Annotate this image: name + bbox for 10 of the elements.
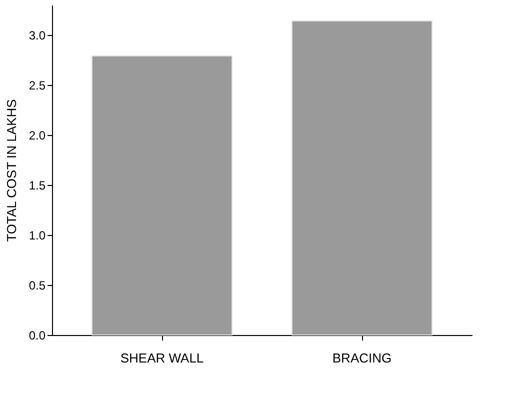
y-tick-label: 0.5	[28, 278, 46, 292]
y-axis-title: TOTAL COST IN LAKHS	[4, 98, 19, 242]
x-tick-label: SHEAR WALL	[120, 350, 204, 366]
y-tick-label: 2.0	[28, 128, 46, 142]
y-tick-label: 3.0	[28, 28, 46, 42]
y-tick-label: 2.5	[28, 78, 46, 92]
y-tick-label: 1.0	[28, 228, 46, 242]
y-tick-label: 0.0	[28, 328, 46, 342]
y-tick-label: 1.5	[28, 178, 46, 192]
x-tick-label: BRACING	[332, 350, 392, 366]
